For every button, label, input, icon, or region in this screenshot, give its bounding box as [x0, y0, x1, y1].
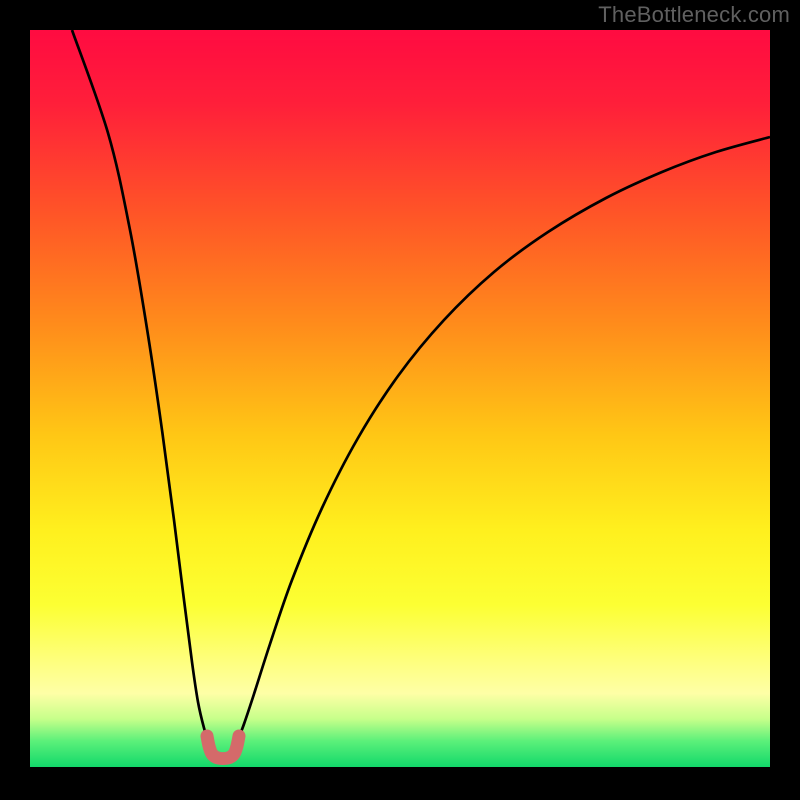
chart-svg [0, 0, 800, 800]
plot-background [30, 30, 770, 767]
chart-canvas: TheBottleneck.com [0, 0, 800, 800]
